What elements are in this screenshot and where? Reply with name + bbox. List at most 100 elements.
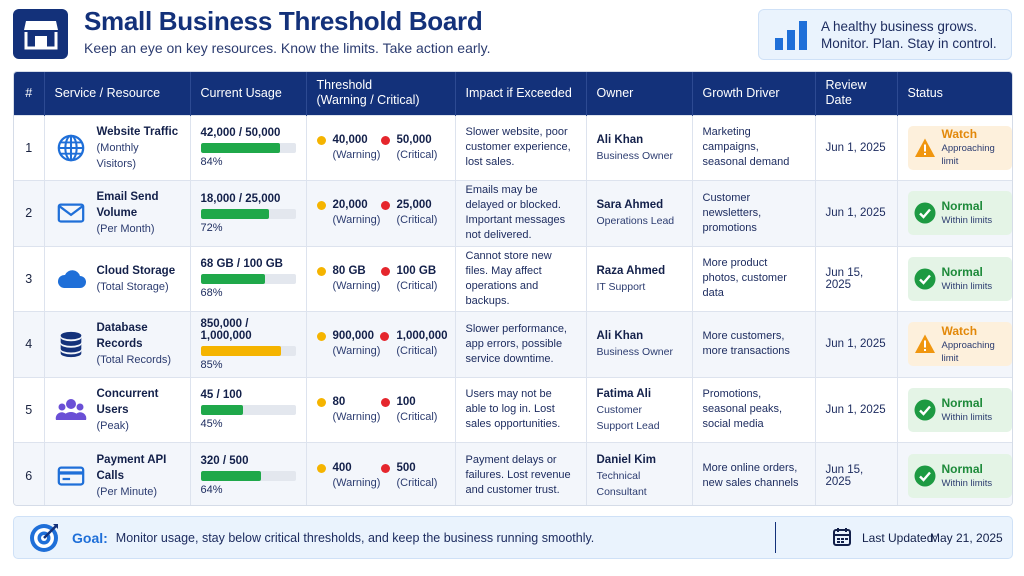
review-cell: Jun 1, 2025 — [815, 180, 898, 246]
warning-icon — [914, 334, 935, 354]
usage-value: 320 / 500 — [200, 455, 249, 467]
row-number: 3 — [14, 245, 45, 312]
usage-percent: 68% — [200, 287, 223, 300]
growth-driver: More product photos, customer data — [702, 257, 787, 300]
impact-cell: Users may not be able to log in. Lost sa… — [455, 376, 587, 443]
impact-cell: Cannot store new files. May affect opera… — [455, 245, 587, 312]
growth-driver: Promotions, seasonal peaks, social media — [702, 388, 783, 431]
service-cell: Email Send Volume (Per Month) — [44, 180, 191, 246]
growth-driver: More customers, more transactions — [702, 330, 790, 358]
usage-value: 68 GB / 100 GB — [200, 258, 283, 271]
service-name: Website Traffic — [96, 125, 179, 138]
table-row: 2 Email Send Volume (Per Month) 18,000 / 25… — [14, 180, 1012, 246]
owner-role: Business Owner — [596, 149, 673, 162]
review-cell: Jun 15, 2025 — [815, 245, 898, 312]
page-subtitle: Keep an eye on key resources. Know the l… — [84, 40, 491, 56]
row-number: 4 — [14, 311, 45, 377]
usage-percent: 84% — [200, 156, 223, 169]
owner-name: Fatima Ali — [596, 387, 652, 400]
usage-percent: 45% — [200, 418, 223, 431]
warning-threshold: 900,000 — [332, 330, 375, 343]
table-header-row: # Service / Resource Current Usage Thres… — [14, 72, 1012, 115]
service-name: Database Records — [96, 322, 148, 351]
critical-label: (Critical) — [396, 345, 438, 358]
warning-dot-icon — [316, 332, 326, 342]
warning-dot-icon — [316, 397, 326, 407]
critical-label: (Critical) — [396, 214, 438, 227]
service-unit: (Total Storage) — [96, 280, 169, 293]
critical-label: (Critical) — [396, 148, 438, 161]
impact-text: Slower performance, app errors, possible… — [465, 322, 568, 365]
check-circle-icon — [914, 465, 935, 486]
status-cell: Watch Approaching limit — [897, 311, 1012, 377]
status-label: Watch — [941, 127, 978, 142]
check-circle-icon — [914, 268, 935, 290]
service-unit: (Peak) — [96, 419, 129, 432]
impact-cell: Payment delays or failures. Lost revenue… — [455, 442, 587, 505]
goal-label: Goal: — [72, 529, 108, 546]
threshold-cell: 40,000 (Warning) 50,000 (Critical) — [306, 114, 456, 181]
critical-dot-icon — [380, 135, 390, 145]
threshold-cell: 80 (Warning) 100 (Critical) — [306, 376, 456, 443]
status-note: Approaching limit — [941, 143, 995, 168]
table-row: 1 Website Traffic (Monthly Visitors) 42,000… — [14, 114, 1012, 181]
service-cell: Concurrent Users (Peak) — [44, 376, 191, 443]
col-header-service: Service / Resource — [44, 72, 191, 115]
motto-line-2: Monitor. Plan. Stay in control. — [821, 35, 997, 51]
service-unit: (Monthly Visitors) — [96, 141, 139, 170]
usage-value: 18,000 / 25,000 — [200, 192, 281, 205]
threshold-cell: 900,000 (Warning) 1,000,000 (Critical) — [306, 311, 456, 377]
usage-percent: 85% — [200, 358, 223, 371]
usage-cell: 42,000 / 50,000 84% — [190, 114, 307, 181]
warning-threshold: 40,000 — [332, 133, 368, 146]
critical-label: (Critical) — [396, 476, 438, 489]
growth-cell: Customer newsletters, promotions — [692, 180, 816, 246]
usage-progress-fill — [200, 345, 282, 356]
owner-cell: Ali Khan Business Owner — [586, 114, 693, 181]
usage-value: 850,000 / 1,000,000 — [200, 317, 252, 342]
check-circle-icon — [914, 399, 935, 421]
warning-threshold: 80 — [332, 395, 346, 408]
review-date: Jun 1, 2025 — [825, 338, 886, 351]
critical-threshold: 500 — [396, 461, 416, 474]
status-cell: Normal Within limits — [897, 376, 1012, 443]
col-header-growth: Growth Driver — [692, 72, 816, 115]
status-note: Within limits — [941, 280, 993, 292]
review-cell: Jun 1, 2025 — [815, 114, 898, 181]
owner-name: Sara Ahmed — [596, 199, 664, 212]
review-cell: Jun 1, 2025 — [815, 311, 898, 377]
col-header-threshold: Threshold (Warning / Critical) — [306, 72, 456, 115]
status-badge: Normal Within limits — [907, 453, 1012, 498]
service-name: Email Send Volume — [96, 191, 159, 220]
impact-cell: Emails may be delayed or blocked. Import… — [455, 180, 587, 246]
store-logo — [13, 9, 68, 59]
owner-cell: Ali Khan Business Owner — [586, 311, 693, 377]
status-cell: Normal Within limits — [897, 442, 1012, 505]
growth-cell: More product photos, customer data — [692, 245, 816, 312]
store-icon — [23, 21, 58, 50]
service-name: Cloud Storage — [96, 264, 176, 277]
service-cell: Database Records (Total Records) — [44, 311, 191, 377]
review-date: Jun 1, 2025 — [825, 141, 886, 154]
usage-progress-fill — [200, 471, 262, 481]
motto-line-1: A healthy business grows. — [821, 18, 978, 34]
critical-threshold: 50,000 — [396, 133, 432, 146]
service-cell: Cloud Storage (Total Storage) — [44, 245, 191, 312]
credit-card-icon — [55, 460, 87, 492]
critical-dot-icon — [380, 266, 390, 276]
usage-progress-fill — [200, 405, 244, 416]
usage-progress-fill — [200, 143, 281, 154]
usage-progress-bar — [200, 274, 296, 285]
row-number: 2 — [14, 180, 45, 246]
col-header-usage: Current Usage — [190, 72, 307, 115]
owner-cell: Fatima Ali Customer Support Lead — [586, 376, 693, 443]
owner-cell: Sara Ahmed Operations Lead — [586, 180, 693, 246]
critical-dot-icon — [380, 332, 390, 342]
col-header-impact: Impact if Exceeded — [455, 72, 587, 115]
status-cell: Normal Within limits — [897, 180, 1012, 246]
owner-role: IT Support — [596, 280, 646, 293]
page-title: Small Business Threshold Board — [84, 6, 483, 36]
status-label: Watch — [941, 323, 978, 338]
status-note: Within limits — [941, 411, 993, 423]
warning-threshold: 80 GB — [332, 264, 366, 277]
